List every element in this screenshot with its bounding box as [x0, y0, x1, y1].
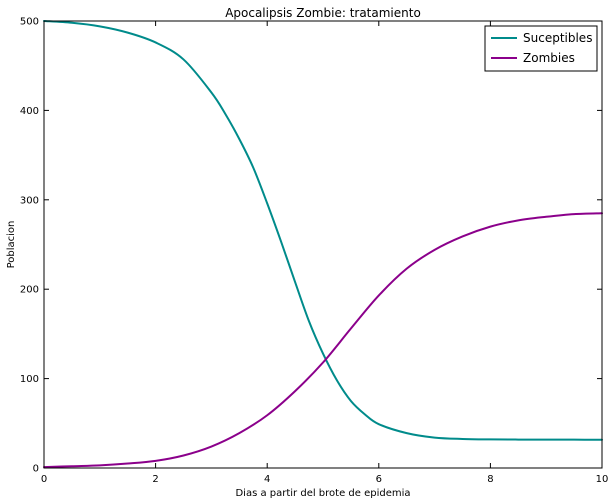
y-axis: 0 100 200 300 400 500 [20, 17, 602, 475]
plot-content [43, 20, 603, 469]
series-line-zombies [43, 212, 603, 469]
y-tick-label: 100 [20, 374, 39, 385]
legend-box [484, 25, 598, 72]
y-tick-label: 500 [20, 17, 39, 28]
legend: Suceptibles Zombies [484, 25, 598, 72]
x-tick-label: 4 [264, 474, 270, 485]
y-tick-label: 300 [20, 195, 39, 206]
x-tick-label: 2 [152, 474, 158, 485]
chart-title: Apocalipsis Zombie: tratamiento [225, 6, 421, 20]
legend-label-suceptibles: Suceptibles [523, 31, 592, 45]
series-line-suceptibles [43, 20, 603, 441]
y-tick-label: 0 [33, 464, 39, 475]
y-tick-label: 200 [20, 285, 39, 296]
y-tick-label: 400 [20, 106, 39, 117]
x-axis: 0 2 4 6 8 10 [41, 21, 609, 485]
legend-label-zombies: Zombies [523, 51, 575, 65]
plot-frame [43, 20, 603, 469]
x-tick-label: 8 [487, 474, 493, 485]
y-axis-title: Poblacion [6, 221, 17, 269]
x-tick-label: 10 [596, 474, 609, 485]
x-tick-label: 0 [41, 474, 47, 485]
x-tick-label: 6 [376, 474, 382, 485]
x-axis-title: Dias a partir del brote de epidemia [235, 488, 410, 499]
